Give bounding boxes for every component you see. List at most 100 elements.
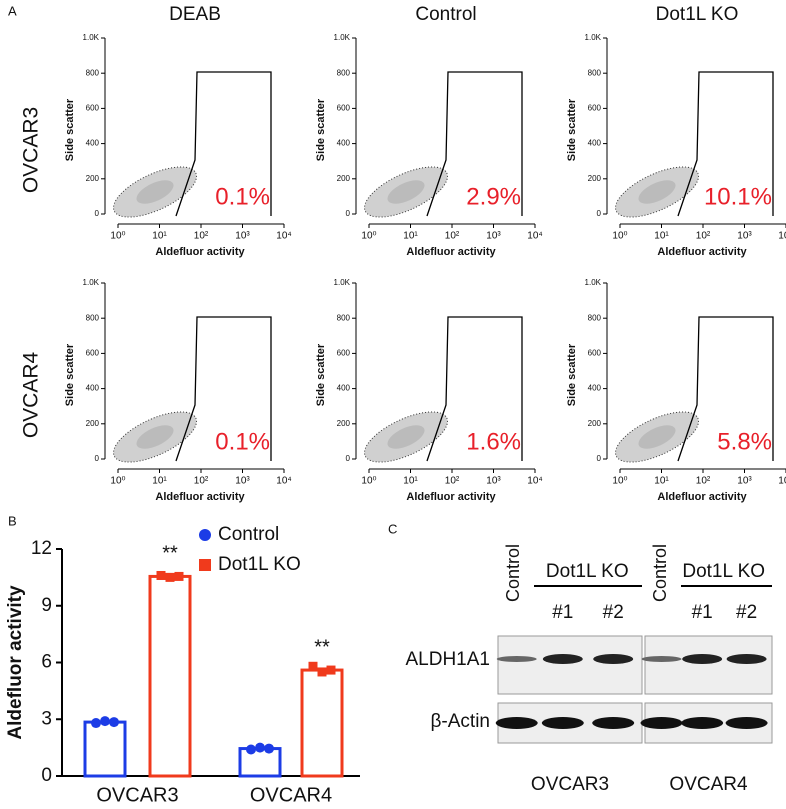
y-tick-label: 200 (337, 419, 351, 428)
x-tick-label: 10³ (737, 231, 752, 242)
cell-core (387, 180, 425, 204)
x-axis-label: Aldefluor activity (155, 491, 245, 503)
band (593, 654, 634, 664)
cell-core (638, 180, 676, 204)
legend-label: Control (218, 524, 279, 545)
x-tick-label: 10³ (235, 231, 250, 242)
x-tick-label: 10⁴ (778, 476, 786, 487)
panel-label: A (8, 3, 17, 18)
blot-box (497, 635, 643, 695)
y-tick-label: 800 (337, 313, 351, 322)
row-label: OVCAR4 (20, 352, 43, 439)
x-tick-label: 10² (696, 231, 711, 242)
data-point (165, 572, 175, 582)
lane-label: Control (650, 544, 670, 602)
band (496, 656, 537, 662)
x-tick-label: 10⁴ (527, 231, 542, 242)
legend-marker (199, 529, 211, 541)
gate-percent: 1.6% (466, 428, 521, 455)
y-tick-label: 0 (597, 209, 602, 218)
y-tick-label: 600 (337, 104, 351, 113)
gate (426, 316, 523, 462)
y-tick-label: 1.0K (585, 278, 602, 287)
y-tick-label: 1.0K (334, 278, 351, 287)
data-point (317, 667, 327, 677)
x-tick-label: 10³ (486, 476, 501, 487)
y-tick-label: 600 (86, 349, 100, 358)
y-tick-label: 400 (337, 139, 351, 148)
x-tick-label: 10¹ (403, 231, 418, 242)
cell-core (136, 425, 174, 449)
band (641, 656, 682, 662)
x-axis-label: Aldefluor activity (406, 246, 496, 258)
y-tick-label: 600 (86, 104, 100, 113)
cell-line-label: OVCAR4 (669, 774, 748, 795)
y-tick-label: 800 (86, 313, 100, 322)
gate-percent: 10.1% (704, 183, 772, 210)
y-axis-label: Side scatter (64, 98, 76, 161)
y-tick-label: 1.0K (334, 33, 351, 42)
row-label: β-Actin (431, 711, 491, 732)
gate (677, 316, 774, 462)
y-tick-label: 600 (588, 349, 602, 358)
cell-core (638, 425, 676, 449)
bar (300, 668, 344, 778)
band (725, 717, 768, 729)
data-point (308, 661, 318, 671)
y-tick-label: 0 (597, 454, 602, 463)
x-tick-label: 10³ (737, 476, 752, 487)
x-tick-label: 10⁰ (612, 476, 627, 487)
x-tick-label: 10⁴ (778, 231, 786, 242)
y-tick-label: 400 (588, 384, 602, 393)
y-tick-label: 200 (86, 174, 100, 183)
gate-percent: 0.1% (215, 428, 270, 455)
gate-percent: 5.8% (717, 428, 772, 455)
x-tick-label: 10² (445, 476, 460, 487)
panel-label: B (8, 513, 17, 528)
significance: ** (314, 636, 330, 658)
y-tick-label: 6 (41, 652, 52, 673)
data-point (91, 718, 101, 729)
legend-marker (199, 559, 211, 571)
x-tick-label: 10¹ (152, 476, 167, 487)
y-axis-label: Side scatter (64, 343, 76, 406)
y-tick-label: 200 (86, 419, 100, 428)
x-axis-label: Aldefluor activity (406, 491, 496, 503)
y-tick-label: 400 (86, 139, 100, 148)
x-tick-label: OVCAR3 (96, 784, 178, 806)
gate-percent: 0.1% (215, 183, 270, 210)
band (541, 717, 584, 729)
y-axis-label: Side scatter (566, 343, 578, 406)
y-tick-label: 400 (86, 384, 100, 393)
legend-label: Dot1L KO (218, 554, 301, 575)
significance: ** (162, 543, 178, 565)
x-tick-label: 10⁴ (276, 476, 291, 487)
y-tick-label: 0 (41, 765, 52, 786)
x-tick-label: 10¹ (152, 231, 167, 242)
y-tick-label: 800 (588, 313, 602, 322)
gate (426, 71, 523, 217)
cell-core (136, 180, 174, 204)
y-tick-label: 9 (41, 595, 52, 616)
clone-label: #2 (603, 602, 624, 623)
data-point (264, 743, 274, 754)
y-axis-label: Side scatter (566, 98, 578, 161)
x-tick-label: 10³ (486, 231, 501, 242)
data-point (174, 571, 184, 581)
group-label: Dot1L KO (546, 561, 629, 582)
y-tick-label: 400 (337, 384, 351, 393)
bar (83, 720, 127, 778)
bar (148, 574, 192, 778)
clone-label: #1 (552, 602, 573, 623)
x-axis-label: Aldefluor activity (155, 246, 245, 258)
x-tick-label: 10⁴ (527, 476, 542, 487)
x-tick-label: 10⁰ (110, 476, 125, 487)
y-tick-label: 0 (346, 209, 351, 218)
y-tick-label: 600 (588, 104, 602, 113)
clone-label: #1 (692, 602, 713, 623)
y-tick-label: 0 (346, 454, 351, 463)
y-tick-label: 200 (337, 174, 351, 183)
y-tick-label: 0 (95, 209, 100, 218)
band (592, 717, 635, 729)
